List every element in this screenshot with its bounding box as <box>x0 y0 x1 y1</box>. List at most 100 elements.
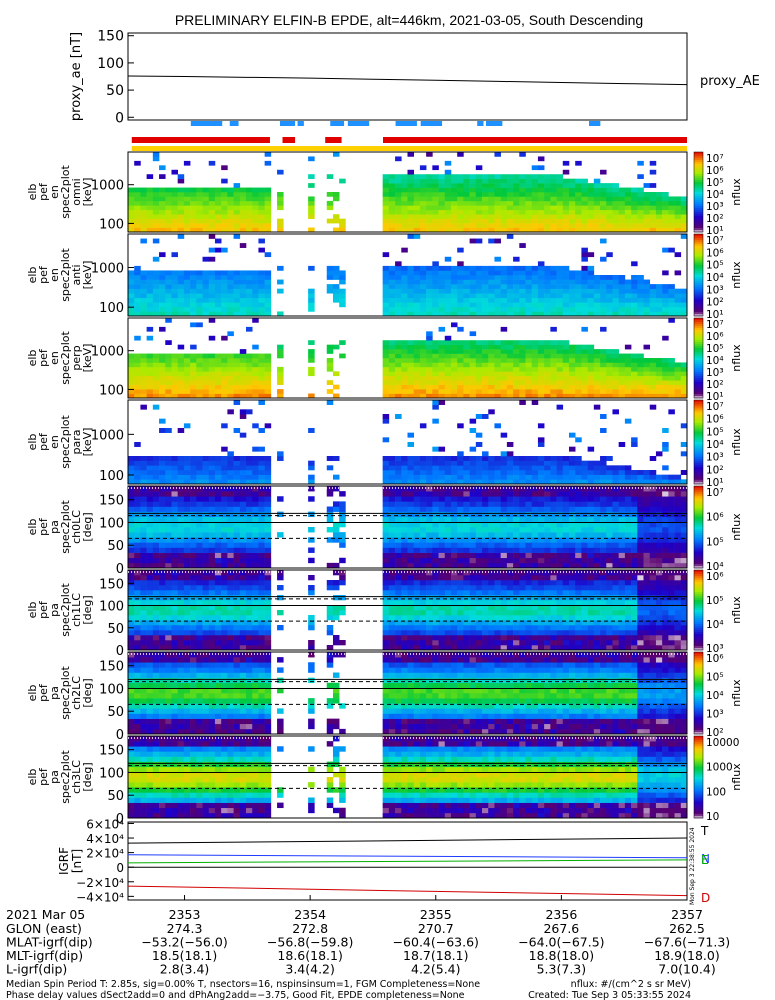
spectrogram-cell <box>637 174 644 179</box>
spectrogram-cell <box>680 451 688 457</box>
spectrogram-cell <box>494 371 501 377</box>
spectrogram-cell <box>457 496 464 502</box>
spectrogram-cell <box>239 214 247 219</box>
spectrogram-cell <box>568 542 576 548</box>
spectrogram-cell <box>494 557 501 564</box>
spectrogram-cell <box>128 362 135 368</box>
spectrogram-cell <box>401 349 408 354</box>
spectrogram-cell <box>519 465 526 471</box>
spectrogram-cell <box>339 178 346 184</box>
spectrogram-cell <box>631 496 638 502</box>
spectrogram-cell <box>146 465 154 471</box>
spectrogram-cell <box>246 279 253 285</box>
spectrogram-cell <box>233 547 241 553</box>
spectrogram-cell <box>475 205 483 211</box>
spectrogram-cell <box>233 384 241 390</box>
spectrogram-cell <box>246 474 253 480</box>
spectrogram-cell <box>550 209 557 215</box>
spectrogram-tick-label: 1000 <box>91 428 124 443</box>
spectrogram-cell <box>606 192 613 197</box>
spectrogram-cell <box>221 645 228 651</box>
spectrogram-cell <box>593 479 601 485</box>
spectrogram-cell <box>655 358 663 363</box>
spectrogram-cell <box>134 393 141 399</box>
spectrogram-cell <box>562 227 570 233</box>
spectrogram-cell <box>581 496 588 502</box>
spectrogram-cell <box>177 306 185 312</box>
spectrogram-cell <box>556 521 564 528</box>
spectrogram-cell <box>556 404 564 410</box>
colorbar-segment <box>694 368 703 371</box>
spectrogram-cell <box>159 196 166 202</box>
spectrogram-cell <box>537 178 545 184</box>
spectrogram-cell <box>401 293 408 299</box>
spectrogram-cell <box>550 511 557 518</box>
spectrogram-cell <box>208 479 216 485</box>
spectrogram-cell <box>426 270 433 276</box>
spectrogram-ylabel: [keV] <box>81 428 94 457</box>
spectrogram-cell <box>395 375 402 381</box>
spectrogram-cell <box>506 532 514 538</box>
spectrogram-cell <box>214 645 222 651</box>
spectrogram-cell <box>165 506 172 512</box>
spectrogram-cell <box>488 227 495 233</box>
spectrogram-cell <box>202 615 210 621</box>
spectrogram-cell <box>407 279 415 285</box>
spectrogram-cell <box>252 302 259 308</box>
spectrogram-cell <box>438 389 446 394</box>
spectrogram-cell <box>519 562 526 569</box>
spectrogram-cell <box>140 279 147 285</box>
spectrogram-cell <box>556 552 564 559</box>
spectrogram-cell <box>239 270 247 276</box>
spectrogram-cell <box>134 187 141 193</box>
spectrogram-cell <box>457 380 464 385</box>
spectrogram-cell <box>457 261 464 267</box>
spectrogram-cell <box>631 474 638 480</box>
spectrogram-cell <box>239 547 247 553</box>
colorbar-segment <box>694 380 703 383</box>
spectrogram-cell <box>208 293 216 299</box>
proxy-ae-tick-label: 150 <box>97 29 124 45</box>
spectrogram-cell <box>444 557 452 564</box>
spectrogram-cell <box>208 547 216 553</box>
spectrogram-cell <box>531 552 539 559</box>
spectrogram-cell <box>140 615 147 621</box>
spectrogram-cell <box>264 279 272 285</box>
spectrogram-cell <box>494 532 501 538</box>
spectrogram-cell <box>413 174 421 179</box>
spectrogram-cell <box>165 552 172 559</box>
spectrogram-cell <box>432 460 439 466</box>
spectrogram-cell <box>208 575 216 581</box>
spectrogram-cell <box>600 516 607 523</box>
spectrogram-cell <box>519 152 526 157</box>
spectrogram-cell <box>407 470 415 475</box>
spectrogram-cell <box>221 635 228 641</box>
spectrogram-cell <box>624 389 632 394</box>
spectrogram-cell <box>668 247 675 253</box>
spectrogram-cell <box>631 375 638 381</box>
spectrogram-cell <box>214 456 222 461</box>
spectrogram-cell <box>680 214 688 219</box>
spectrogram-cell <box>388 205 396 211</box>
spectrogram-cell <box>506 353 514 359</box>
spectrogram-cell <box>525 302 533 308</box>
spectrogram-cell <box>190 384 197 390</box>
spectrogram-cell <box>513 196 520 202</box>
spectrogram-cell <box>637 371 644 377</box>
spectrogram-cell <box>432 293 439 299</box>
spectrogram-cell <box>506 451 514 457</box>
spectrogram-cell <box>401 456 408 461</box>
spectrogram-cell <box>438 344 446 350</box>
spectrogram-cell <box>444 537 452 543</box>
spectrogram-cell <box>214 585 222 591</box>
spectrogram-cell <box>134 506 141 512</box>
colorbar-segment <box>694 486 703 489</box>
spectrogram-cell <box>165 218 172 224</box>
spectrogram-cell <box>277 585 284 591</box>
spectrogram-cell <box>221 192 228 197</box>
spectrogram-cell <box>494 358 501 363</box>
spectrogram-cell <box>649 311 657 317</box>
spectrogram-cell <box>550 302 557 308</box>
spectrogram-cell <box>531 516 539 523</box>
spectrogram-cell <box>655 214 663 219</box>
